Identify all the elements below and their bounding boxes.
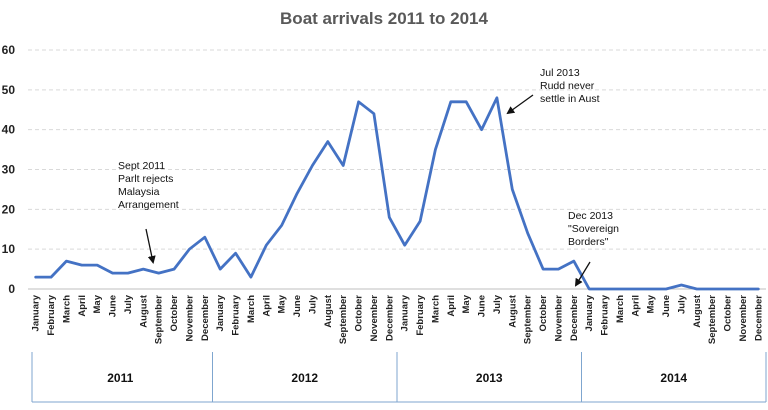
annotation-text: Parlt rejects <box>118 173 173 185</box>
annotation-text: Rudd never <box>540 80 595 92</box>
y-tick-label: 50 <box>2 83 16 97</box>
annotation-text: Jul 2013 <box>540 67 580 79</box>
y-tick-label: 0 <box>8 282 15 296</box>
x-tick-label: July <box>307 294 318 314</box>
x-tick-label: August <box>323 294 334 328</box>
x-tick-label: March <box>246 295 257 323</box>
x-tick-label: February <box>46 294 57 335</box>
annotation-text: Sept 2011 <box>118 160 165 172</box>
x-tick-label: November <box>184 295 195 342</box>
x-tick-label: August <box>138 294 149 328</box>
x-tick-label: October <box>354 295 365 332</box>
chart-title: Boat arrivals 2011 to 2014 <box>280 9 488 28</box>
x-tick-label: February <box>600 294 611 335</box>
x-tick-label: October <box>538 295 549 332</box>
x-tick-label: December <box>200 295 211 341</box>
x-tick-label: October <box>723 295 734 332</box>
x-tick-label: June <box>661 295 672 317</box>
x-tick-label: September <box>154 295 165 344</box>
x-tick-label: February <box>231 294 242 335</box>
x-tick-label: September <box>338 295 349 344</box>
annotation-text: settle in Aust <box>540 93 600 105</box>
x-tick-label: December <box>753 295 764 341</box>
x-tick-label: December <box>384 295 395 341</box>
annotation-text: "Sovereign <box>568 223 619 235</box>
y-tick-label: 10 <box>2 242 16 256</box>
y-tick-label: 20 <box>2 202 16 216</box>
x-tick-label: October <box>169 295 180 332</box>
annotation-text: Malaysia <box>118 186 160 198</box>
x-tick-label: November <box>738 295 749 342</box>
year-label: 2012 <box>291 371 318 385</box>
x-tick-label: April <box>261 295 272 317</box>
y-tick-label: 30 <box>2 163 16 177</box>
x-tick-label: March <box>61 295 72 323</box>
annotation-arrow <box>508 95 533 113</box>
x-tick-label: August <box>692 294 703 328</box>
year-group-axis: 2011 2012 2013 2014 <box>32 352 766 402</box>
x-tick-label: May <box>646 294 657 313</box>
x-tick-label: June <box>108 295 119 317</box>
x-tick-label: July <box>676 294 687 314</box>
y-tick-label: 60 <box>2 43 16 57</box>
x-tick-label: May <box>461 294 472 313</box>
x-tick-label: April <box>446 295 457 317</box>
x-tick-label: January <box>400 294 411 331</box>
x-tick-label: July <box>123 294 134 314</box>
annotation-text: Borders" <box>568 236 609 248</box>
annotation-arrow <box>576 262 590 285</box>
annotation-text: Dec 2013 <box>568 210 613 222</box>
x-tick-label: May <box>277 294 288 313</box>
x-tick-label: June <box>477 295 488 317</box>
x-tick-label: September <box>707 295 718 344</box>
x-tick-label: September <box>523 295 534 344</box>
x-tick-label: January <box>31 294 42 331</box>
x-tick-label: May <box>92 294 103 313</box>
x-tick-label: February <box>415 294 426 335</box>
x-tick-label: August <box>507 294 518 328</box>
x-tick-label: July <box>492 294 503 314</box>
annotation-arrow <box>146 229 153 262</box>
x-tick-label: March <box>430 295 441 323</box>
year-label: 2013 <box>476 371 503 385</box>
x-tick-label: January <box>584 294 595 331</box>
x-tick-label: April <box>77 295 88 317</box>
x-tick-label: December <box>569 295 580 341</box>
x-tick-label: April <box>630 295 641 317</box>
x-tick-label: March <box>615 295 626 323</box>
x-axis-ticks: January February March April May June July Augu… <box>31 294 765 344</box>
x-tick-label: June <box>292 295 303 317</box>
year-label: 2014 <box>660 371 687 385</box>
annotation-text: Arrangement <box>118 199 179 211</box>
y-axis-ticks: 0 10 20 30 40 50 60 <box>2 43 16 296</box>
year-label: 2011 <box>107 371 133 385</box>
y-tick-label: 40 <box>2 123 16 137</box>
x-tick-label: January <box>215 294 226 331</box>
x-tick-label: November <box>369 295 380 342</box>
x-tick-label: November <box>553 295 564 342</box>
